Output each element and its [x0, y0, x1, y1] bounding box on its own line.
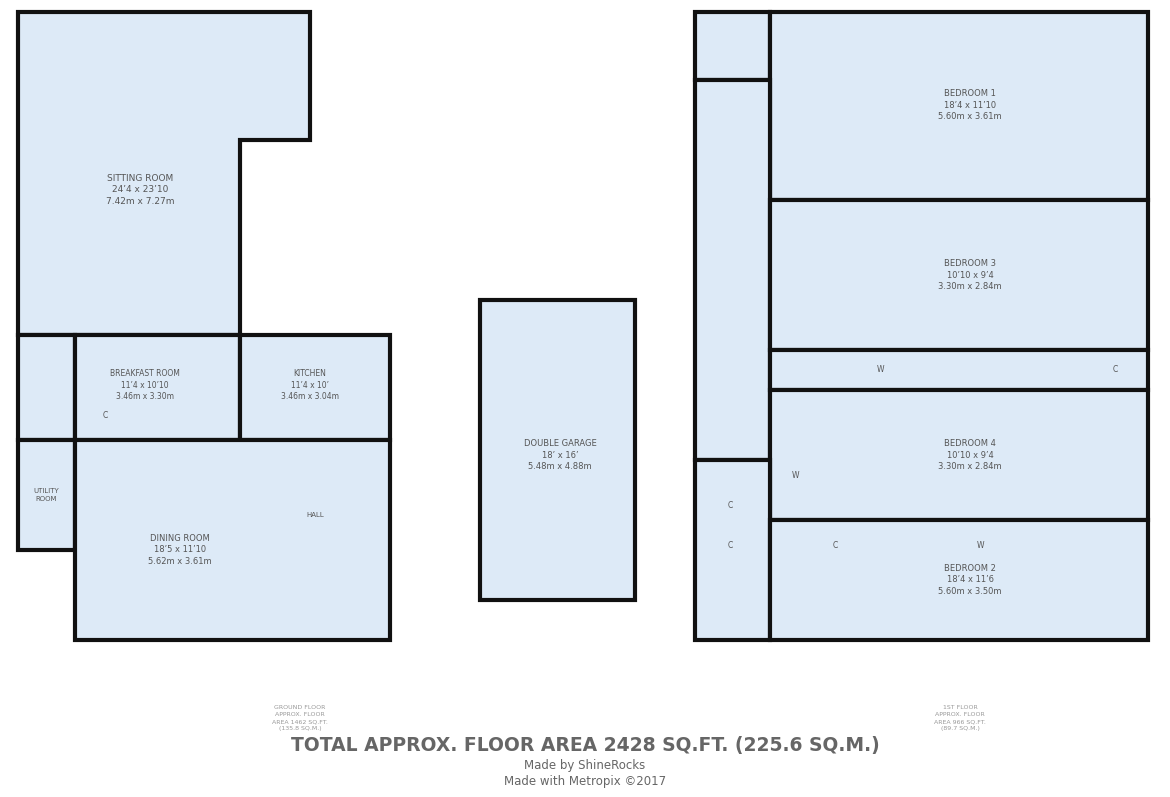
Polygon shape: [18, 440, 75, 550]
Text: W: W: [876, 366, 883, 375]
Polygon shape: [240, 335, 390, 440]
Text: BREAKFAST ROOM
11’4 x 10’10
3.46m x 3.30m: BREAKFAST ROOM 11’4 x 10’10 3.46m x 3.30…: [110, 369, 180, 402]
Text: BEDROOM 2
18’4 x 11’6
5.60m x 3.50m: BEDROOM 2 18’4 x 11’6 5.60m x 3.50m: [938, 563, 1002, 596]
Text: C: C: [728, 540, 732, 549]
Polygon shape: [75, 335, 240, 440]
Polygon shape: [695, 460, 770, 640]
Text: C: C: [832, 540, 838, 549]
Text: W: W: [791, 470, 799, 480]
Text: DINING ROOM
18’5 x 11’10
5.62m x 3.61m: DINING ROOM 18’5 x 11’10 5.62m x 3.61m: [149, 534, 212, 567]
Text: BEDROOM 3
10’10 x 9’4
3.30m x 2.84m: BEDROOM 3 10’10 x 9’4 3.30m x 2.84m: [938, 259, 1002, 291]
Text: DOUBLE GARAGE
18’ x 16’
5.48m x 4.88m: DOUBLE GARAGE 18’ x 16’ 5.48m x 4.88m: [524, 438, 597, 471]
Polygon shape: [75, 440, 390, 640]
Polygon shape: [18, 335, 75, 440]
Text: BEDROOM 1
18’4 x 11’10
5.60m x 3.61m: BEDROOM 1 18’4 x 11’10 5.60m x 3.61m: [938, 88, 1002, 121]
Text: 1ST FLOOR
APPROX. FLOOR
AREA 966 SQ.FT.
(89.7 SQ.M.): 1ST FLOOR APPROX. FLOOR AREA 966 SQ.FT. …: [934, 705, 986, 731]
Text: HALL: HALL: [307, 512, 324, 518]
Text: W: W: [976, 540, 984, 549]
Text: Made by ShineRocks: Made by ShineRocks: [524, 759, 646, 771]
Polygon shape: [695, 80, 770, 460]
Text: Made with Metropix ©2017: Made with Metropix ©2017: [504, 775, 666, 788]
Polygon shape: [18, 12, 310, 335]
Text: C: C: [1113, 366, 1117, 375]
Polygon shape: [695, 12, 770, 80]
Polygon shape: [770, 12, 1148, 200]
Text: C: C: [103, 410, 108, 419]
Polygon shape: [480, 300, 635, 600]
Text: C: C: [728, 501, 732, 509]
Polygon shape: [770, 390, 1148, 520]
Text: UTILITY
ROOM: UTILITY ROOM: [33, 488, 58, 502]
Text: SITTING ROOM
24’4 x 23’10
7.42m x 7.27m: SITTING ROOM 24’4 x 23’10 7.42m x 7.27m: [105, 174, 174, 206]
Text: TOTAL APPROX. FLOOR AREA 2428 SQ.FT. (225.6 SQ.M.): TOTAL APPROX. FLOOR AREA 2428 SQ.FT. (22…: [290, 736, 880, 755]
Polygon shape: [770, 520, 1148, 640]
Text: GROUND FLOOR
APPROX. FLOOR
AREA 1462 SQ.FT.
(135.8 SQ.M.): GROUND FLOOR APPROX. FLOOR AREA 1462 SQ.…: [273, 705, 328, 731]
Polygon shape: [770, 200, 1148, 350]
Text: BEDROOM 4
10’10 x 9’4
3.30m x 2.84m: BEDROOM 4 10’10 x 9’4 3.30m x 2.84m: [938, 438, 1002, 471]
Polygon shape: [770, 350, 1148, 390]
Text: KITCHEN
11’4 x 10’
3.46m x 3.04m: KITCHEN 11’4 x 10’ 3.46m x 3.04m: [281, 369, 339, 402]
